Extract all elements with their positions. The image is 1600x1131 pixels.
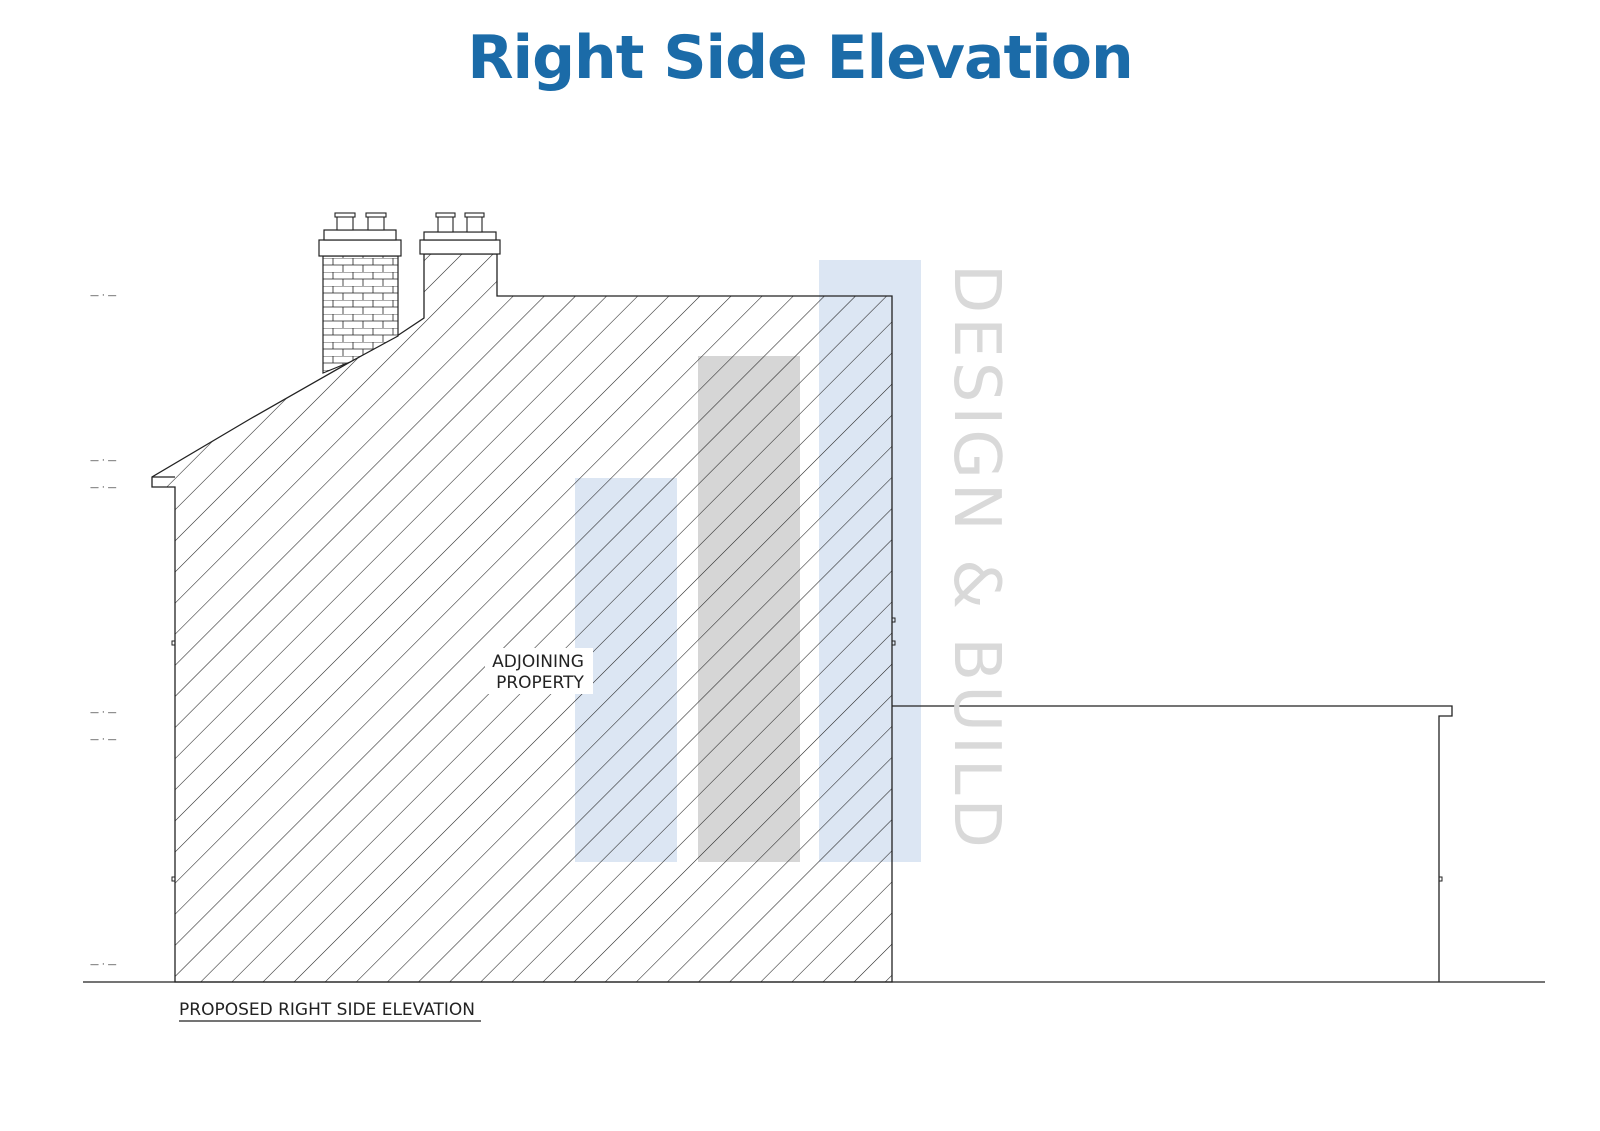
watermark-text: DESIGN & BUILD <box>939 264 1013 852</box>
chimney-pot <box>466 215 483 233</box>
chimney-pot <box>367 215 385 231</box>
extension-outline <box>892 705 1453 982</box>
chimney-pot <box>336 215 354 231</box>
drawing-caption: PROPOSED RIGHT SIDE ELEVATION <box>179 1000 475 1020</box>
level-marker: — · — <box>90 960 117 970</box>
adjoining-property-wall <box>151 253 893 983</box>
level-marker: — · — <box>90 708 117 718</box>
adjoining-label-line2: PROPERTY <box>496 673 584 693</box>
chimney-right <box>419 212 501 255</box>
level-marker: — · — <box>90 456 117 466</box>
level-marker: — · — <box>90 483 117 493</box>
level-marker: — · — <box>90 735 117 745</box>
chimney-pot <box>437 215 454 233</box>
chimney-left <box>318 212 402 374</box>
wall-ties <box>171 617 896 882</box>
level-marker: — · — <box>90 291 117 301</box>
page-title: Right Side Elevation <box>467 23 1133 93</box>
level-markers: — · — — · — — · — — · — — · — — · — <box>90 291 117 970</box>
adjoining-label-line1: ADJOINING <box>492 652 584 672</box>
